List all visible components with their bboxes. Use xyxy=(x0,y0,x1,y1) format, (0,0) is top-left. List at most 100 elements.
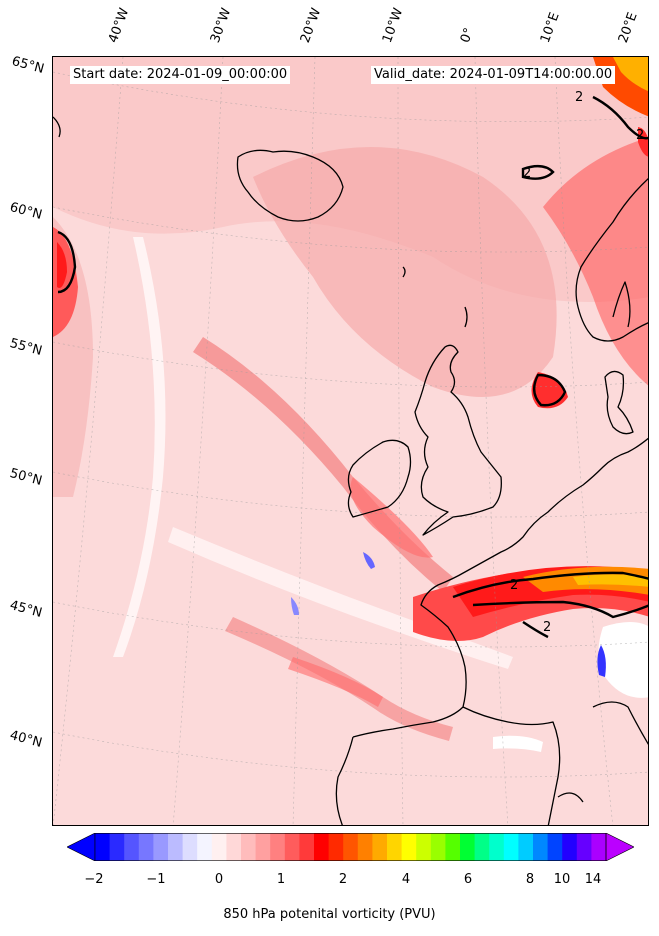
coastlines xyxy=(53,116,648,825)
pv-patch-blue-small-2 xyxy=(291,597,299,615)
contour-north-sea xyxy=(533,373,567,407)
colorbar-tick: 2 xyxy=(338,872,348,887)
coast-iberia-east xyxy=(462,706,561,825)
contour-label-3: 2 xyxy=(510,578,518,593)
pv-band-alps-yellow xyxy=(573,574,648,587)
pv-streak-band-3 xyxy=(288,657,383,707)
colorbar-tick: 8 xyxy=(525,872,535,887)
colorbar-tick: 14 xyxy=(584,872,602,887)
pv-max-northeast-core xyxy=(613,57,648,92)
pv-patch-alps-white xyxy=(598,622,648,698)
colorbar-segment xyxy=(445,833,461,861)
coast-sweden xyxy=(612,281,631,328)
coast-balearic xyxy=(557,792,584,803)
colorbar-segment xyxy=(95,833,111,861)
lat-label-40n: 40°N xyxy=(8,728,44,751)
contour-biscay-north xyxy=(452,571,648,599)
colorbar-tick: 1 xyxy=(276,872,286,887)
lat-label-55n: 55°N xyxy=(8,336,44,359)
colorbar-segment xyxy=(387,833,403,861)
lat-label-45n: 45°N xyxy=(8,598,44,621)
colorbar-segment xyxy=(270,833,286,861)
colorbar-tick: 4 xyxy=(401,872,411,887)
start-date-label: Start date: 2024-01-09_00:00:00 xyxy=(70,66,291,84)
colorbar-segment xyxy=(153,833,169,861)
colorbar-tick: 10 xyxy=(553,872,571,887)
coast-continent xyxy=(352,437,648,738)
coast-iceland xyxy=(236,149,344,222)
colorbar-segment xyxy=(226,833,242,861)
coast-med-north xyxy=(592,701,648,745)
colorbar-segment xyxy=(372,833,388,861)
contour-france-small xyxy=(522,621,549,639)
lon-label-20e: 20°E xyxy=(615,10,641,46)
colorbar-over-arrow xyxy=(605,833,634,861)
contour-label-2: 2 xyxy=(523,166,531,181)
contour-label-5: 2 xyxy=(636,128,644,143)
pv-patch-iberia-white xyxy=(493,735,543,752)
colorbar-segment xyxy=(197,833,213,861)
contour-label-1: 2 xyxy=(575,90,583,105)
colorbar-segment xyxy=(299,833,315,861)
colorbar-segment xyxy=(168,833,184,861)
lon-label-20w: 20°W xyxy=(297,6,325,45)
colorbar-segment xyxy=(416,833,432,861)
colorbar-segment xyxy=(343,833,359,861)
colorbar-segment xyxy=(503,833,519,861)
coast-faroe xyxy=(402,266,406,278)
pv-streak-light xyxy=(113,237,166,657)
lon-label-0: 0° xyxy=(457,25,478,45)
lat-label-65n: 65°N xyxy=(10,54,46,77)
pv-max-baltic xyxy=(638,127,648,157)
pv-patch-blue-small xyxy=(363,552,375,569)
colorbar-border xyxy=(94,833,607,861)
contour-west xyxy=(57,230,77,294)
lon-label-30w: 30°W xyxy=(207,6,235,45)
colorbar-segment xyxy=(314,833,330,861)
colorbar-segment xyxy=(547,833,563,861)
colorbar-segment xyxy=(328,833,344,861)
lat-label-60n: 60°N xyxy=(8,200,44,223)
colorbar-segment xyxy=(576,833,592,861)
colorbar-segment xyxy=(518,833,534,861)
colorbar-title: 850 hPa potenital vorticity (PVU) xyxy=(223,907,436,922)
lat-label-50n: 50°N xyxy=(8,466,44,489)
lon-label-40w: 40°W xyxy=(105,6,133,45)
colorbar-segment xyxy=(357,833,373,861)
lon-label-10w: 10°W xyxy=(379,6,407,45)
map-panel[interactable]: 2 2 2 2 2 xyxy=(52,56,649,826)
colorbar-tick: −1 xyxy=(146,872,166,887)
coast-shetland xyxy=(464,306,468,328)
colorbar-segment xyxy=(474,833,490,861)
colorbar-segment xyxy=(591,833,607,861)
colorbar-tick: −2 xyxy=(84,872,104,887)
coast-greenland xyxy=(53,116,61,138)
colorbar-under-arrow xyxy=(67,833,96,861)
colorbar-tick: 6 xyxy=(463,872,473,887)
valid-date-label: Valid_date: 2024-01-09T14:00:00.00 xyxy=(371,66,616,84)
contour-biscay-south xyxy=(472,600,648,619)
colorbar-segment xyxy=(430,833,446,861)
coast-great-britain xyxy=(414,344,502,536)
contour-label-4: 2 xyxy=(543,620,551,635)
colorbar-segment xyxy=(138,833,154,861)
pv-field-map: 2 2 2 2 2 xyxy=(53,57,648,825)
colorbar-segment xyxy=(460,833,476,861)
colorbar-segment xyxy=(255,833,271,861)
colorbar-segment xyxy=(109,833,125,861)
coast-denmark xyxy=(604,370,634,435)
pv-region-scandinavia xyxy=(543,137,648,386)
contour-northeast xyxy=(592,95,648,140)
coast-ireland xyxy=(347,439,412,518)
pv-patch-irish-sea xyxy=(350,477,433,558)
colorbar-segment xyxy=(182,833,198,861)
coast-iberia-west xyxy=(335,736,354,825)
lon-label-10e: 10°E xyxy=(537,10,563,46)
pv-2-contours xyxy=(57,95,648,639)
colorbar-segment xyxy=(401,833,417,861)
pv-max-west-core xyxy=(57,242,67,288)
colorbar-tick: 0 xyxy=(214,872,224,887)
contour-norwegian-sea xyxy=(521,164,555,180)
coast-norway xyxy=(575,177,648,342)
graticule xyxy=(53,57,648,825)
